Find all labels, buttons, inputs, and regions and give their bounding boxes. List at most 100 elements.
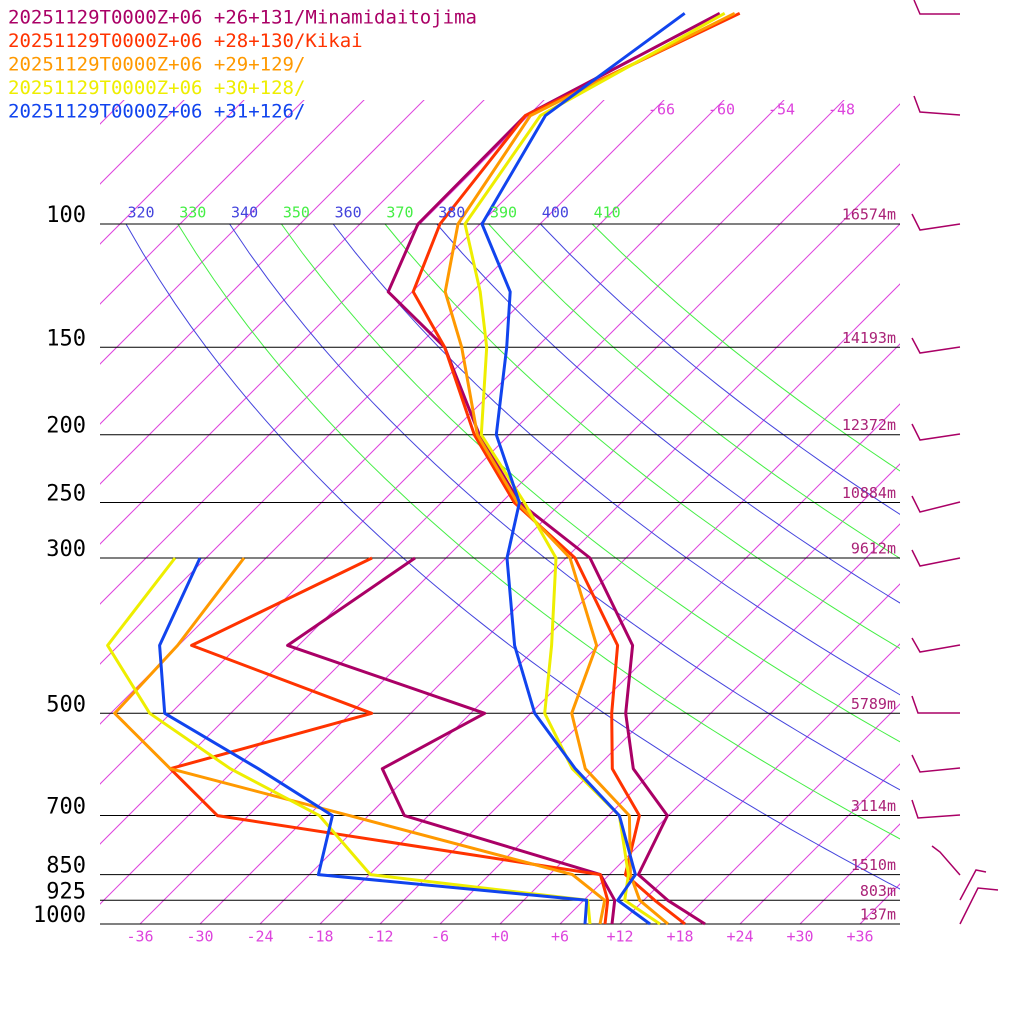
height-label: 5789m bbox=[851, 695, 896, 713]
dry-adiabat bbox=[384, 223, 900, 650]
wind-barbs bbox=[911, 0, 999, 925]
height-label: 1510m bbox=[851, 856, 896, 874]
x-tick-label: +12 bbox=[606, 928, 633, 946]
isotherm-label: -48 bbox=[828, 101, 855, 119]
profile-line bbox=[168, 556, 610, 925]
wind-barb bbox=[959, 869, 987, 901]
dry-adiabat bbox=[591, 223, 900, 472]
isotherm-label: -54 bbox=[768, 101, 795, 119]
legend-entry: 20251129T0000Z+06 +31+126/ bbox=[8, 101, 305, 123]
height-label: 10884m bbox=[842, 484, 896, 502]
profile-line bbox=[480, 12, 686, 926]
isotherm bbox=[439, 463, 900, 924]
isotherm-label: -60 bbox=[708, 101, 735, 119]
x-tick-label: +24 bbox=[726, 928, 753, 946]
x-tick-label: +18 bbox=[666, 928, 693, 946]
isotherm bbox=[679, 703, 900, 924]
wind-barb bbox=[913, 0, 960, 15]
wind-barb bbox=[911, 213, 961, 231]
isotherm bbox=[859, 883, 900, 924]
y-tick-label: 1000 bbox=[33, 903, 86, 928]
isotherm bbox=[199, 223, 900, 924]
isotherm bbox=[100, 100, 245, 245]
wind-barb bbox=[911, 799, 961, 819]
isotherm bbox=[139, 163, 900, 924]
dry-adiabat bbox=[488, 223, 900, 559]
x-tick-label: +30 bbox=[786, 928, 813, 946]
height-label: 12372m bbox=[842, 416, 896, 434]
isotherm bbox=[100, 103, 900, 905]
legend-entry: 20251129T0000Z+06 +29+129/ bbox=[8, 54, 305, 76]
height-label: 16574m bbox=[842, 206, 896, 224]
isotherm bbox=[0, 0, 164, 924]
isotherm bbox=[379, 403, 900, 924]
isotherm bbox=[799, 823, 900, 924]
profile-line bbox=[286, 556, 617, 925]
isotherm bbox=[100, 100, 485, 485]
theta-label: 410 bbox=[594, 204, 621, 222]
x-tick-label: -30 bbox=[186, 928, 213, 946]
x-tick-label: +6 bbox=[551, 928, 569, 946]
legend-entry: 20251129T0000Z+06 +26+131/Minamidaitojim… bbox=[8, 7, 477, 29]
theta-label: 350 bbox=[283, 204, 310, 222]
wind-barb bbox=[911, 637, 961, 653]
theta-label: 390 bbox=[490, 204, 517, 222]
isotherm bbox=[100, 100, 725, 725]
theta-label: 340 bbox=[231, 204, 258, 222]
y-tick-label: 500 bbox=[46, 692, 86, 717]
x-tick-label: -36 bbox=[126, 928, 153, 946]
wind-barb bbox=[911, 423, 961, 441]
wind-barb bbox=[911, 549, 961, 567]
y-tick-label: 200 bbox=[46, 414, 86, 439]
y-tick-label: 150 bbox=[46, 326, 86, 351]
wind-barb bbox=[911, 695, 960, 714]
isotherm bbox=[499, 523, 900, 924]
isotherm bbox=[559, 583, 900, 924]
isotherm bbox=[100, 100, 305, 305]
y-tick-label: 925 bbox=[46, 879, 86, 904]
dry-adiabat bbox=[332, 223, 900, 696]
isotherm bbox=[100, 100, 185, 185]
isotherm bbox=[0, 0, 104, 924]
isotherm bbox=[319, 343, 900, 924]
x-tick-label: -6 bbox=[431, 928, 449, 946]
isotherm bbox=[100, 100, 125, 125]
isotherm-label: -66 bbox=[648, 101, 675, 119]
x-tick-label: +36 bbox=[846, 928, 873, 946]
x-tick-label: -18 bbox=[306, 928, 333, 946]
height-label: 803m bbox=[860, 882, 896, 900]
theta-label: 380 bbox=[438, 204, 465, 222]
profile-line bbox=[463, 11, 726, 926]
legend-entry: 20251129T0000Z+06 +28+130/Kikai bbox=[8, 30, 363, 52]
legend-entry: 20251129T0000Z+06 +30+128/ bbox=[8, 77, 305, 99]
y-tick-label: 850 bbox=[46, 854, 86, 879]
isotherm bbox=[100, 100, 545, 545]
isotherm bbox=[100, 100, 365, 365]
y-tick-label: 300 bbox=[46, 537, 86, 562]
theta-label: 330 bbox=[179, 204, 206, 222]
isotherm bbox=[100, 100, 425, 425]
isotherm bbox=[100, 100, 665, 665]
dry-adiabat bbox=[229, 223, 900, 791]
y-tick-label: 250 bbox=[46, 482, 86, 507]
x-tick-label: -12 bbox=[366, 928, 393, 946]
height-label: 14193m bbox=[842, 329, 896, 347]
profiles bbox=[106, 11, 741, 926]
labels: -36 -30 -24 -18 -12 -6 +0 +6 +12 +18 +24 +30 +36 -66 -… bbox=[8, 7, 896, 946]
wind-barb bbox=[911, 337, 961, 354]
theta-label: 400 bbox=[542, 204, 569, 222]
isotherm bbox=[0, 0, 44, 924]
isotherm bbox=[619, 643, 900, 924]
height-label: 137m bbox=[860, 905, 896, 923]
profile-line bbox=[158, 557, 589, 925]
theta-label: 320 bbox=[127, 204, 154, 222]
profile-line bbox=[386, 11, 721, 926]
wind-barb bbox=[913, 95, 961, 116]
height-label: 3114m bbox=[851, 797, 896, 815]
wind-barb bbox=[959, 887, 999, 925]
profile-line bbox=[113, 557, 607, 925]
isotherm bbox=[100, 100, 845, 845]
height-label: 9612m bbox=[851, 539, 896, 557]
x-tick-label: +0 bbox=[491, 928, 509, 946]
